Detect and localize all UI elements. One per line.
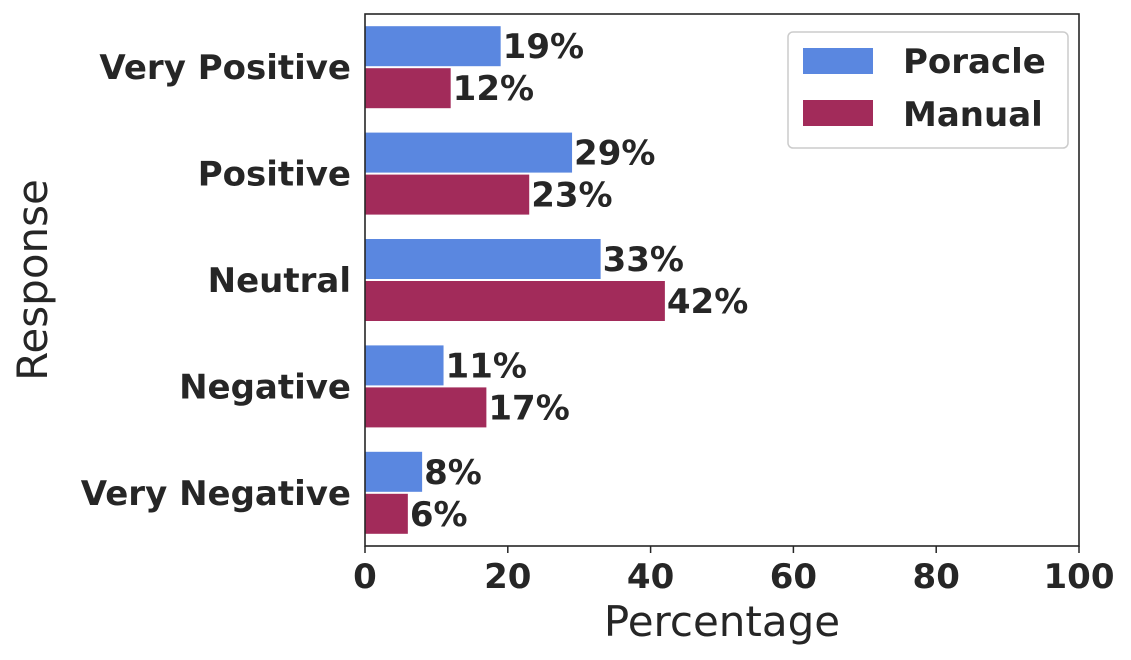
legend: Poracle Manual: [787, 31, 1069, 149]
legend-label-manual: Manual: [903, 95, 1043, 135]
category-label-very-negative: Very Negative: [81, 474, 351, 514]
data-label-poracle-very-negative: 8%: [424, 453, 482, 493]
bar-poracle-very-positive: [365, 26, 501, 67]
data-label-poracle-neutral: 33%: [603, 240, 684, 280]
category-label-negative: Negative: [179, 367, 351, 407]
x-axis-title: Percentage: [604, 597, 840, 646]
data-label-manual-neutral: 42%: [667, 282, 748, 322]
data-label-poracle-negative: 11%: [446, 346, 527, 386]
data-label-manual-very-positive: 12%: [453, 69, 534, 109]
data-label-manual-very-negative: 6%: [410, 495, 468, 535]
category-label-neutral: Neutral: [208, 261, 351, 301]
legend-label-poracle: Poracle: [903, 42, 1046, 82]
data-label-manual-negative: 17%: [488, 388, 569, 428]
bar-manual-negative: [365, 387, 487, 428]
bar-poracle-negative: [365, 345, 444, 386]
x-axis-ticks: 0 20 40 60 80 100: [353, 546, 1114, 597]
x-tick-label-100: 100: [1044, 557, 1115, 597]
x-tick-label-80: 80: [913, 557, 960, 597]
data-label-poracle-positive: 29%: [574, 134, 655, 174]
category-label-positive: Positive: [198, 155, 351, 195]
legend-swatch-poracle: [803, 48, 873, 74]
legend-swatch-manual: [803, 100, 873, 126]
x-tick-label-20: 20: [484, 557, 531, 597]
bar-manual-positive: [365, 174, 530, 215]
y-axis-title: Response: [8, 179, 57, 381]
category-label-very-positive: Very Positive: [99, 48, 351, 88]
bars-layer: [365, 26, 665, 534]
bar-poracle-positive: [365, 132, 573, 173]
bar-labels-layer: 19%12% 29%23% 33%42% 11%17%8%6%: [410, 27, 748, 535]
x-tick-label-0: 0: [353, 557, 377, 597]
bar-poracle-neutral: [365, 239, 601, 279]
x-tick-label-60: 60: [770, 557, 817, 597]
data-label-poracle-very-positive: 19%: [503, 27, 584, 67]
bar-manual-neutral: [365, 281, 665, 321]
category-labels: Very Positive Positive Neutral Negative Very…: [81, 48, 351, 514]
data-label-manual-positive: 23%: [531, 176, 612, 216]
bar-manual-very-negative: [365, 493, 408, 534]
bar-manual-very-positive: [365, 68, 451, 109]
x-tick-label-40: 40: [627, 557, 674, 597]
bar-poracle-very-negative: [365, 451, 423, 492]
plot-frame: [364, 13, 1080, 547]
